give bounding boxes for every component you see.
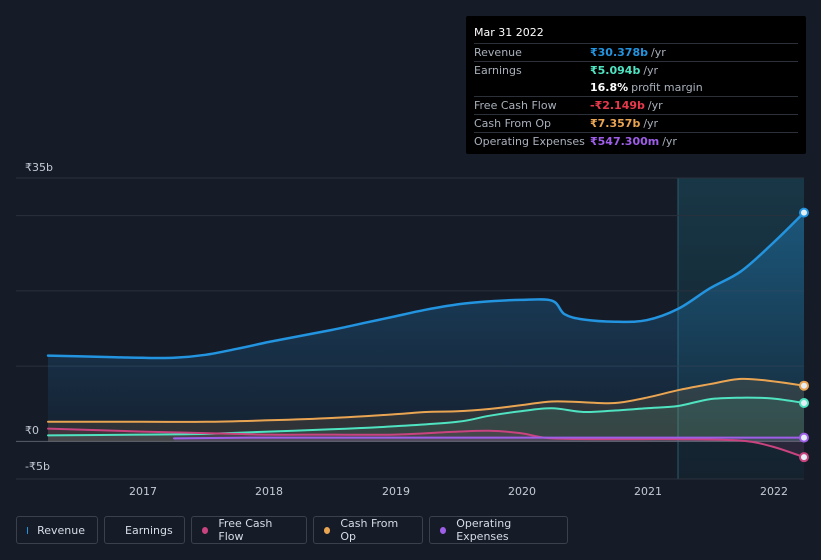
x-tick-label: 2018 bbox=[255, 485, 283, 498]
tooltip-label: Earnings bbox=[474, 64, 522, 77]
chart-legend: Revenue Earnings Free Cash Flow Cash Fro… bbox=[16, 516, 568, 544]
legend-label: Free Cash Flow bbox=[218, 517, 273, 543]
x-tick-label: 2021 bbox=[634, 485, 662, 498]
x-tick-label: 2020 bbox=[508, 485, 536, 498]
revenue-line bbox=[46, 211, 806, 360]
legend-item-revenue[interactable]: Revenue bbox=[16, 516, 98, 544]
legend-item-cash-from-op[interactable]: Cash From Op bbox=[313, 516, 423, 544]
x-tick-label: 2017 bbox=[129, 485, 157, 498]
legend-dot-icon bbox=[440, 526, 447, 534]
tooltip-label: Free Cash Flow bbox=[474, 99, 557, 112]
tooltip-unit: profit margin bbox=[631, 81, 703, 94]
area-layer bbox=[48, 212, 804, 458]
cash-from-op-area bbox=[48, 378, 804, 442]
tooltip-row-free-cash-flow: Free Cash Flow -₹2.149b /yr bbox=[474, 96, 798, 114]
x-tick-label: 2019 bbox=[382, 485, 410, 498]
free-cash-flow-line bbox=[47, 427, 805, 459]
legend-item-earnings[interactable]: Earnings bbox=[104, 516, 185, 544]
legend-label: Revenue bbox=[37, 523, 85, 537]
x-tick-label: 2022 bbox=[760, 485, 788, 498]
legend-label: Cash From Op bbox=[340, 517, 399, 543]
marker-layer bbox=[799, 207, 809, 463]
legend-dot-icon bbox=[324, 526, 331, 534]
x-axis: 2017 2018 2019 2020 2021 2022 bbox=[129, 485, 788, 498]
tooltip-label: Cash From Op bbox=[474, 117, 552, 130]
tooltip-value: ₹7.357b bbox=[590, 117, 641, 130]
tooltip-row-profit-margin: 16.8% profit margin bbox=[474, 79, 798, 96]
tooltip-label: Operating Expenses bbox=[474, 135, 585, 148]
revenue-area bbox=[48, 212, 804, 442]
cash-from-op-line bbox=[47, 377, 805, 423]
legend-label: Earnings bbox=[125, 523, 173, 537]
cash-from-op-end-marker bbox=[799, 380, 809, 391]
tooltip-row-earnings: Earnings ₹5.094b /yr bbox=[474, 61, 798, 79]
earnings-line bbox=[47, 396, 805, 437]
line-layer bbox=[46, 211, 806, 459]
tooltip-unit: /yr bbox=[647, 99, 663, 112]
earnings-area bbox=[48, 397, 804, 442]
earnings-end-marker bbox=[799, 397, 809, 408]
y-tick-label: ₹0 bbox=[25, 424, 39, 437]
tooltip-value: 16.8% bbox=[590, 81, 629, 94]
tooltip-value: -₹2.149b bbox=[590, 99, 645, 112]
y-tick-label: -₹5b bbox=[25, 460, 50, 473]
tooltip-value: ₹30.378b bbox=[590, 46, 648, 59]
tooltip-unit: /yr bbox=[650, 46, 666, 59]
legend-item-free-cash-flow[interactable]: Free Cash Flow bbox=[191, 516, 307, 544]
y-axis: ₹35b ₹0 -₹5b bbox=[25, 161, 53, 473]
operating-expenses-line bbox=[173, 436, 805, 440]
revenue-end-marker bbox=[799, 207, 809, 218]
tooltip-row-cash-from-op: Cash From Op ₹7.357b /yr bbox=[474, 114, 798, 132]
legend-label: Operating Expenses bbox=[456, 517, 512, 543]
tooltip-value: ₹5.094b bbox=[590, 64, 641, 77]
data-tooltip: Mar 31 2022 Revenue ₹30.378b /yr Earning… bbox=[466, 16, 806, 154]
tooltip-value: ₹547.300m bbox=[590, 135, 660, 148]
tooltip-row-operating-expenses: Operating Expenses ₹547.300m /yr bbox=[474, 132, 798, 150]
tooltip-row-revenue: Revenue ₹30.378b /yr bbox=[474, 43, 798, 61]
tooltip-date: Mar 31 2022 bbox=[474, 26, 544, 39]
legend-dot-icon bbox=[202, 526, 209, 534]
y-tick-label: ₹35b bbox=[25, 161, 53, 174]
tooltip-unit: /yr bbox=[643, 64, 659, 77]
tooltip-unit: /yr bbox=[662, 135, 677, 148]
operating-expenses-end-marker bbox=[799, 432, 809, 443]
free-cash-flow-end-marker bbox=[799, 452, 809, 463]
free-cash-flow-area bbox=[48, 428, 804, 458]
tooltip-label: Revenue bbox=[474, 46, 522, 59]
tooltip-unit: /yr bbox=[643, 117, 659, 130]
legend-item-operating-expenses[interactable]: Operating Expenses bbox=[429, 516, 568, 544]
